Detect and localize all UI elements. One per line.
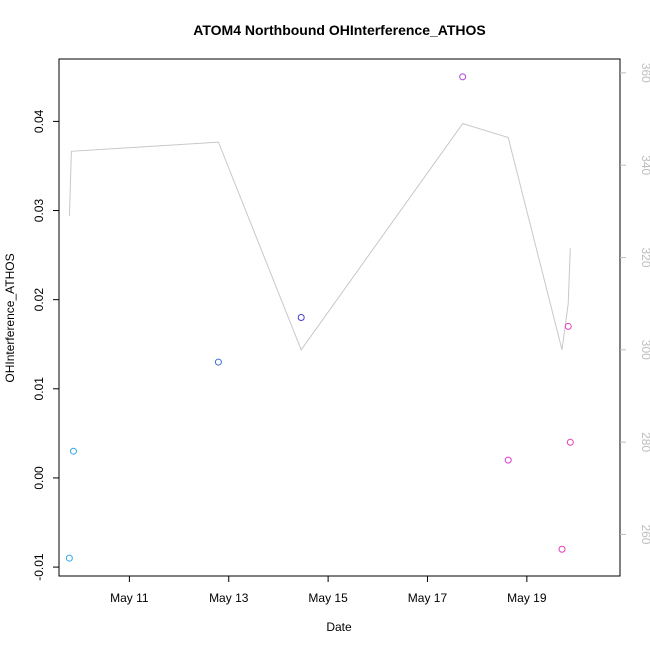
x-axis-label: Date (326, 620, 352, 634)
x-axis: May 11 May 13 May 15 May 17 May 19 (110, 576, 547, 605)
y-axis-right: 260 280 300 320 340 360 (620, 63, 650, 545)
y-tick-label: 0.03 (32, 199, 46, 223)
data-point (214, 358, 222, 366)
x-tick-label: May 19 (507, 591, 547, 605)
x-tick-label: May 15 (308, 591, 348, 605)
x-tick-label: May 13 (209, 591, 249, 605)
y2-tick-label: 280 (639, 432, 650, 452)
data-point (564, 322, 572, 330)
data-point (459, 73, 467, 81)
data-point (297, 314, 305, 321)
chart-title: ATOM4 Northbound OHInterference_ATHOS (193, 22, 485, 38)
y-tick-label: 0.00 (32, 466, 46, 490)
series-line (68, 123, 571, 351)
data-point (566, 438, 574, 446)
y2-tick-label: 340 (639, 155, 650, 175)
data-point (65, 554, 73, 562)
plot-frame (58, 58, 621, 577)
y-tick-label: 0.01 (32, 377, 46, 401)
y2-tick-label: 260 (639, 524, 650, 544)
x-tick-label: May 17 (408, 591, 448, 605)
data-point (69, 447, 77, 455)
y2-tick-label: 300 (639, 340, 650, 360)
data-point (504, 456, 512, 464)
data-points (65, 73, 574, 562)
y2-tick-label: 360 (639, 63, 650, 83)
data-point (558, 545, 566, 553)
y-axis-left: -0.01 0.00 0.01 0.02 0.03 0.04 (32, 109, 59, 581)
right-axis-line-series (68, 123, 571, 351)
y2-tick-label: 320 (639, 247, 650, 267)
y-tick-label: 0.04 (32, 109, 46, 133)
x-tick-label: May 11 (110, 591, 149, 605)
y-tick-label: 0.02 (32, 288, 46, 312)
y-axis-label: OHInterference_ATHOS (3, 253, 17, 382)
y-tick-label: -0.01 (32, 553, 46, 581)
